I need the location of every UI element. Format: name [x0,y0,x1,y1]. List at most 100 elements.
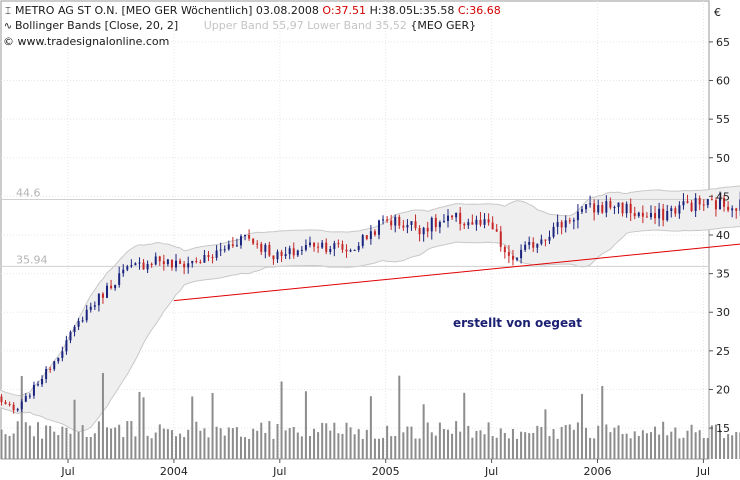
volume-bar [593,438,596,459]
candle-body [459,212,462,224]
header-line-2: ∿ Bollinger Bands [Close, 20, 2] Upper Ba… [3,19,476,33]
candle-body [97,293,100,306]
candle-body [280,251,283,257]
candle-body [438,222,441,228]
candle-body [580,209,583,212]
volume-bar [377,438,380,459]
volume-bar [670,431,673,459]
volume-bar [272,438,275,459]
candle-body [260,244,263,252]
candle-body [333,243,336,249]
candle-body [357,245,360,250]
volume-bar [422,404,425,459]
volume-bar [463,392,466,459]
candle-body [36,384,39,386]
copyright-text: © www.tradesignalonline.com [3,35,170,48]
candle-body [544,239,547,241]
candle-body [211,257,214,259]
volume-bar [410,426,413,459]
candle-body [369,231,372,239]
volume-bar [540,427,543,459]
band-source: {MEO GER} [410,19,477,32]
volume-bar [110,428,113,459]
volume-bar [337,433,340,459]
candle-body [609,201,612,208]
indicator-name: Bollinger Bands [Close, 20, 2] [15,19,179,32]
volume-bar [81,425,84,459]
volume-bar [455,421,458,459]
volume-bar [560,426,563,459]
header-line-3: © www.tradesignalonline.com [3,35,169,48]
volume-bar [280,381,283,459]
volume-bar [597,425,600,459]
volume-bar [252,428,255,459]
x-tick-label: Jul [272,465,286,478]
volume-bar [349,427,352,459]
volume-bar [662,421,665,459]
volume-bar [532,432,535,459]
y-tick-label: 45 [716,190,730,203]
volume-bar [658,434,661,459]
bands-icon: ∿ [3,21,13,32]
volume-bar [93,433,96,459]
volume-bar [158,424,161,459]
volume-bar [199,430,202,459]
candle-body [625,203,628,214]
candle-body [341,244,344,250]
candle-body [288,248,291,255]
volume-bar [434,435,437,459]
volume-bar [321,422,324,459]
candle-body [223,249,226,251]
volume-bar [645,433,648,459]
volume-bar [714,424,717,459]
volume-bar [467,425,470,459]
volume-bar [674,427,677,459]
volume-bar [45,425,48,459]
low-value: L:35.58 [413,4,455,17]
candle-body [73,326,76,333]
candle-body [231,244,234,247]
close-value: C:36.68 [457,4,501,17]
volume-bar [142,397,145,459]
candle-body [447,215,450,221]
candle-body [45,368,48,380]
candle-body [649,213,652,218]
candle-body [463,223,466,226]
volume-bar [471,437,474,459]
volume-bar [613,427,616,459]
volume-bar [459,431,462,459]
volume-bar [414,438,417,459]
bar-date: 03.08.2008 [255,4,319,17]
x-tick-label: Jul [484,465,498,478]
candle-body [134,263,137,266]
candle-body [426,227,429,232]
volume-bar [589,437,592,459]
candle-body [325,242,328,252]
candle-body [296,250,299,256]
candle-body [731,208,734,211]
candle-body [235,245,238,247]
candle-body [499,231,502,247]
volume-bar [556,438,559,459]
volume-bar [211,392,214,459]
candle-body [373,231,376,235]
volume-bar [702,438,705,459]
candle-body [556,222,559,227]
candle-body [166,259,169,265]
volume-bar [154,432,157,459]
candle-body [179,260,182,264]
volume-bar [735,432,738,459]
volume-bar [28,425,31,459]
candle-body [629,203,632,214]
volume-bar [495,437,498,459]
candle-body [272,255,275,260]
candle-body [410,221,413,225]
candle-body [686,201,689,203]
volume-bar [483,434,486,459]
volume-bar [89,437,92,459]
volume-bar [544,409,547,459]
candle-body [65,340,68,352]
volume-bar [134,436,137,459]
candle-body [69,332,72,341]
candle-body [727,206,730,211]
